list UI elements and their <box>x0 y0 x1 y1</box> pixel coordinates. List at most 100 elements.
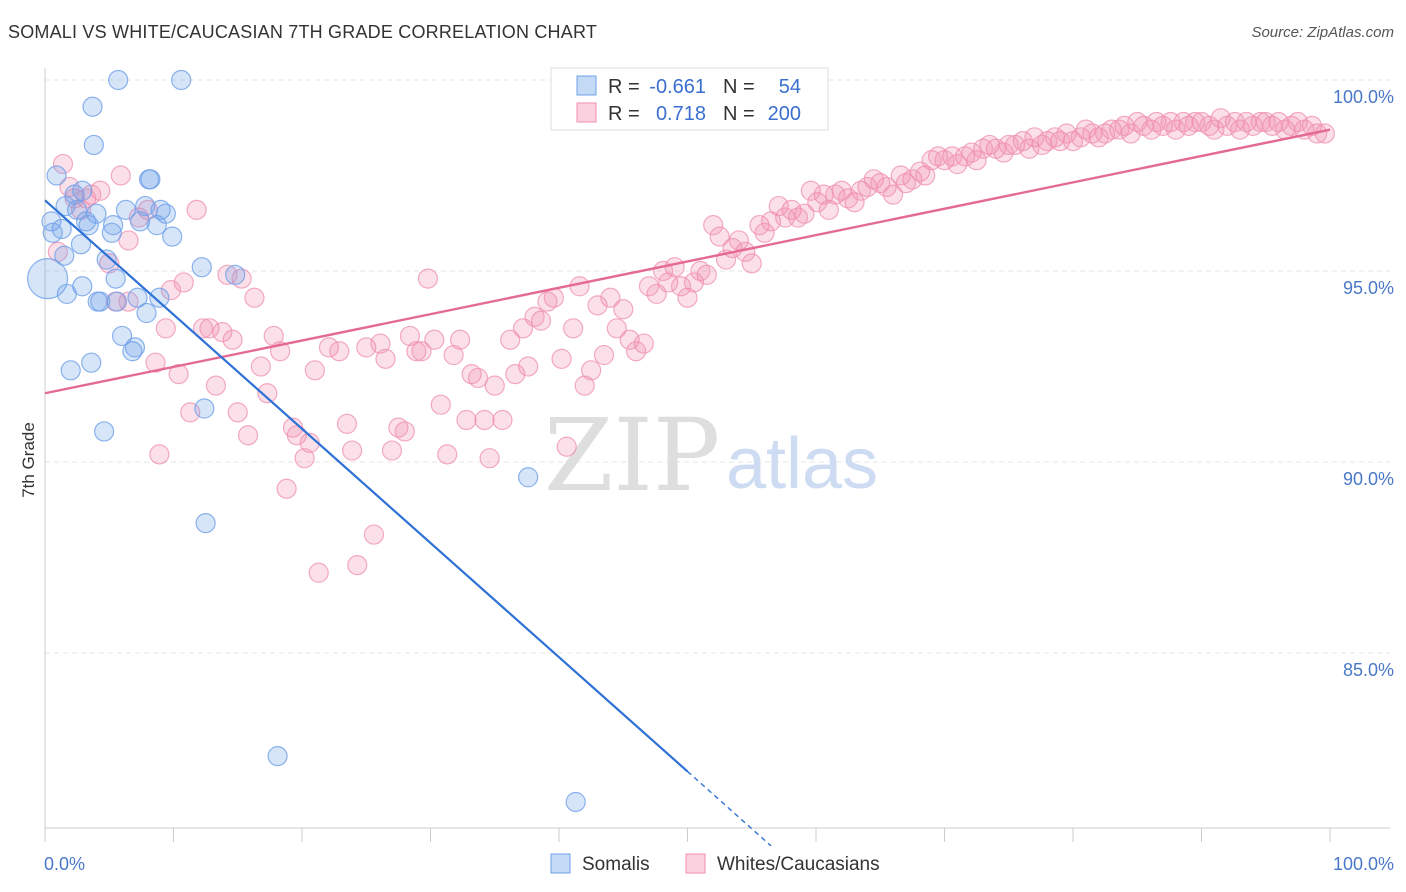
legend-swatch-whites <box>576 102 597 123</box>
data-point-somalis <box>78 215 99 236</box>
data-point-whites <box>492 409 513 431</box>
data-point-whites <box>244 287 265 308</box>
data-point-somalis <box>162 226 183 247</box>
data-point-whites <box>606 318 627 339</box>
data-point-whites <box>1178 115 1199 136</box>
grid <box>45 79 1390 654</box>
data-point-whites <box>870 173 891 194</box>
data-point-somalis <box>129 211 151 232</box>
data-point-somalis <box>171 69 192 91</box>
data-point-whites <box>257 383 278 404</box>
data-point-somalis <box>103 215 124 236</box>
data-point-whites <box>947 153 968 175</box>
data-point-whites <box>633 333 654 354</box>
data-point-whites <box>160 280 182 301</box>
data-point-somalis <box>86 203 107 224</box>
data-point-whites <box>205 375 227 396</box>
data-point-somalis <box>96 249 117 270</box>
data-point-whites <box>342 440 363 461</box>
data-point-whites <box>1281 115 1302 136</box>
data-point-whites <box>99 253 120 274</box>
data-point-somalis <box>149 287 170 308</box>
data-point-whites <box>818 199 839 220</box>
data-point-whites <box>915 165 936 186</box>
y-axis-label: 7th Grade <box>19 422 38 498</box>
data-point-whites <box>145 352 166 373</box>
data-point-whites <box>664 257 685 278</box>
axes <box>44 68 1390 842</box>
data-point-somalis <box>94 421 115 442</box>
data-point-whites <box>329 341 350 362</box>
data-point-somalis <box>60 360 81 381</box>
data-point-whites <box>1120 123 1141 144</box>
data-point-whites <box>505 364 526 385</box>
data-point-whites <box>1146 111 1167 133</box>
data-point-whites <box>424 329 445 350</box>
data-point-whites <box>155 318 176 339</box>
y-tick-label: 100.0% <box>1333 87 1394 107</box>
data-point-whites <box>149 444 170 465</box>
data-point-whites <box>370 333 391 354</box>
data-point-whites <box>1075 119 1096 140</box>
data-point-somalis <box>155 203 176 224</box>
data-point-somalis <box>81 352 102 373</box>
data-point-whites <box>222 329 243 350</box>
data-point-whites <box>479 448 500 469</box>
data-point-whites <box>406 341 427 362</box>
data-point-somalis <box>108 69 129 91</box>
data-point-whites <box>212 322 233 343</box>
data-point-whites <box>199 318 220 339</box>
data-point-somalis <box>101 222 122 243</box>
data-point-whites <box>1314 123 1335 144</box>
legend-n-value-somalis: 54 <box>779 76 801 98</box>
data-point-whites <box>1250 111 1271 133</box>
x-tick-label-max: 100.0% <box>1333 854 1394 874</box>
data-point-whites <box>192 318 214 339</box>
watermark-atlas: atlas <box>726 424 878 504</box>
data-point-somalis <box>82 96 103 117</box>
data-point-whites <box>1088 127 1109 148</box>
data-point-whites <box>484 375 505 396</box>
legend-r-label-whites: R = <box>608 103 640 125</box>
data-point-whites <box>250 356 271 377</box>
data-point-whites <box>500 329 521 350</box>
data-point-somalis <box>136 302 157 324</box>
legend-r-value-somalis: -0.661 <box>649 76 706 98</box>
data-point-whites <box>556 436 577 457</box>
data-point-whites <box>709 226 730 247</box>
data-point-somalis <box>194 398 215 419</box>
data-point-somalis <box>225 264 246 285</box>
y-tick-labels: 85.0% 90.0% 95.0% 100.0% <box>1333 87 1394 680</box>
data-point-whites <box>276 478 297 499</box>
data-point-whites <box>1165 119 1186 140</box>
data-point-whites <box>456 409 477 431</box>
bottom-legend: Somalis Whites/Caucasians <box>550 853 880 875</box>
x-tick-label-min: 0.0% <box>44 854 85 874</box>
data-point-somalis <box>115 199 137 220</box>
data-point-somalis <box>76 211 97 232</box>
data-point-whites <box>677 287 698 308</box>
data-point-somalis <box>90 291 111 312</box>
data-point-somalis <box>46 165 67 186</box>
data-point-whites <box>286 425 307 446</box>
legend-n-value-whites: 200 <box>768 103 801 125</box>
data-point-whites <box>173 272 194 293</box>
data-point-somalis <box>127 287 148 308</box>
data-point-whites <box>850 180 872 201</box>
data-point-whites <box>625 341 647 362</box>
data-point-whites <box>787 207 809 228</box>
data-point-somalis <box>267 746 288 767</box>
bottom-legend-label-whites: Whites/Caucasians <box>717 854 880 875</box>
data-point-whites <box>800 180 821 201</box>
data-point-somalis <box>72 180 93 201</box>
data-point-whites <box>537 291 558 312</box>
data-point-whites <box>474 409 495 431</box>
data-point-whites <box>703 215 724 236</box>
data-point-whites <box>1204 119 1225 140</box>
data-point-whites <box>52 153 74 175</box>
legend-swatch-somalis <box>576 75 597 96</box>
data-point-whites <box>690 260 711 282</box>
legend-n-label-whites: N = <box>723 103 755 125</box>
data-point-whites <box>363 524 385 545</box>
x-tick-labels: 0.0% 100.0% <box>44 854 1394 874</box>
